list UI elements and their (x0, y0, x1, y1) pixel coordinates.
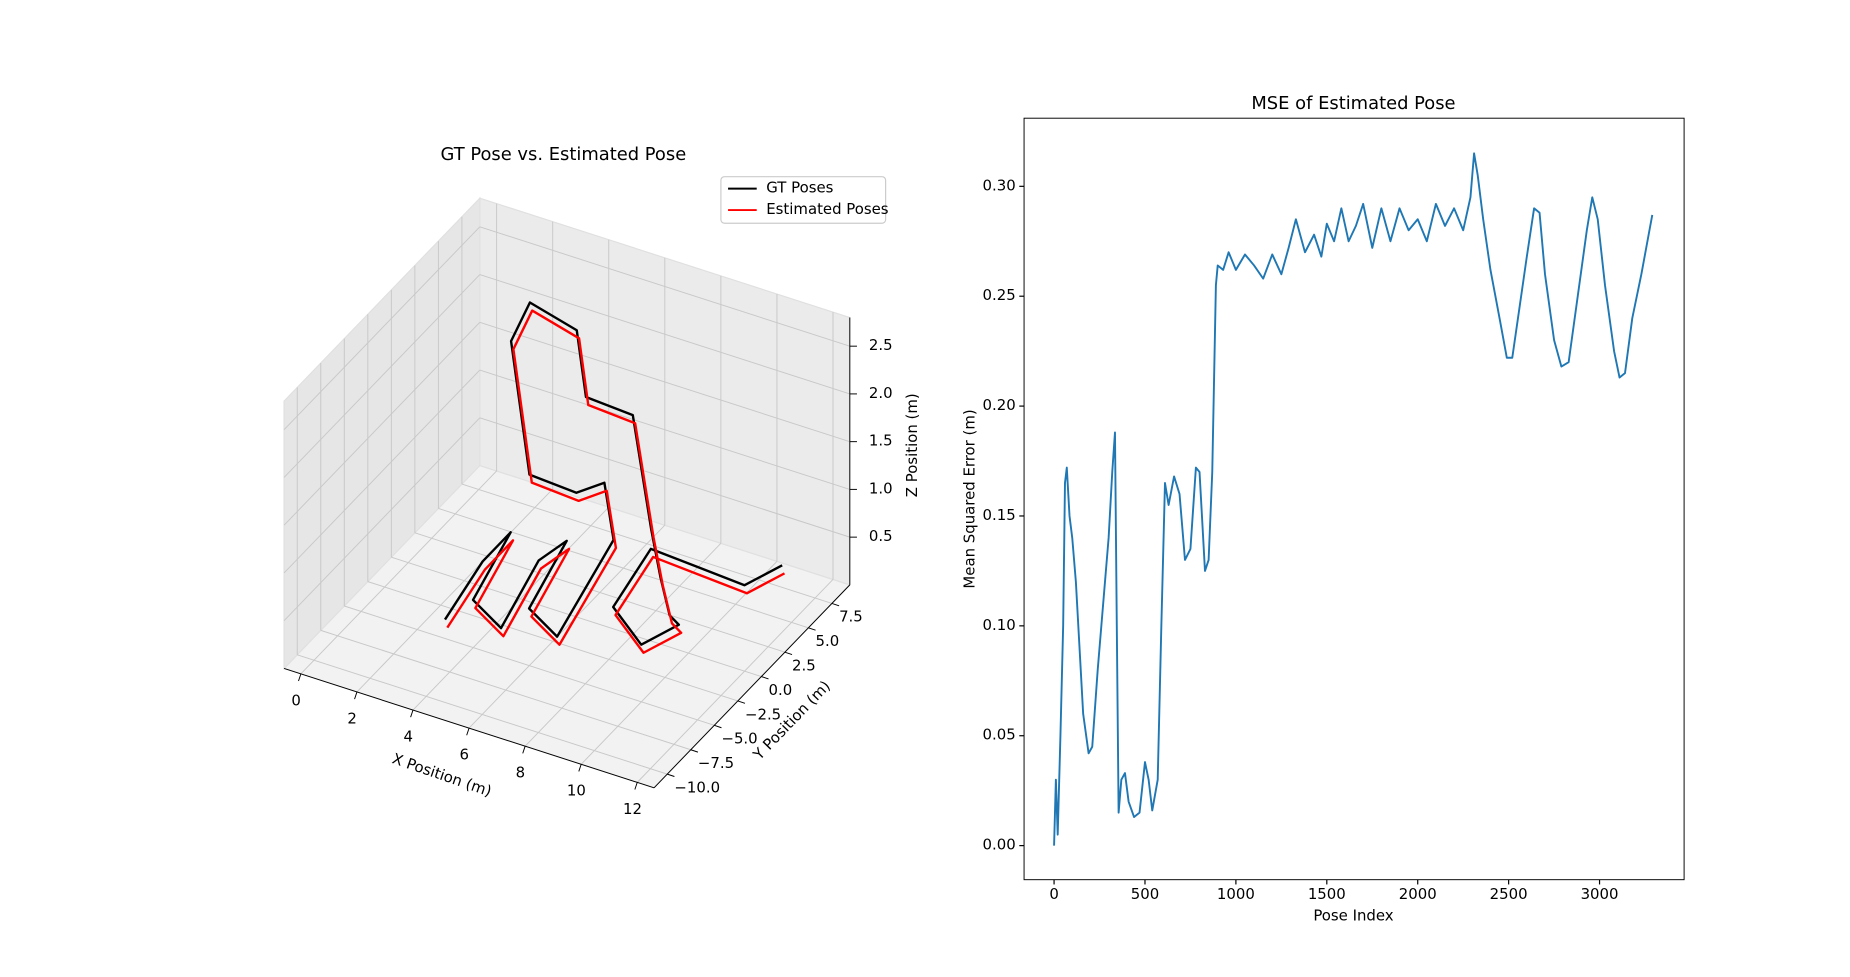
grid-line (636, 579, 834, 783)
x-tick-label: 2500 (1490, 885, 1528, 903)
z-tick-label: 2.5 (869, 336, 893, 354)
x-tick-label: 500 (1131, 885, 1159, 903)
x-tick-label: 1000 (1217, 885, 1255, 903)
tick-mark (784, 651, 793, 656)
x-tick-label: 0 (291, 691, 300, 709)
y-tick-label: 5.0 (816, 632, 840, 650)
plot-frame (1023, 117, 1685, 881)
grid-line (479, 274, 850, 395)
y-tick-label: −10.0 (674, 778, 720, 796)
chart-title: MSE of Estimated Pose (1251, 93, 1455, 114)
grid-line (479, 417, 850, 538)
grid-line (283, 226, 481, 431)
y-tick-label: 0.15 (983, 506, 1016, 524)
x-tick-label: 1500 (1308, 885, 1346, 903)
x-tick-label: 4 (403, 727, 412, 745)
y-tick-label: 0.00 (983, 836, 1016, 854)
z-axis-label: Z Position (m) (903, 393, 921, 497)
grid-line (479, 321, 850, 443)
y-axis-line (653, 584, 851, 789)
y-tick-label: 0.20 (983, 396, 1016, 414)
chart-title: GT Pose vs. Estimated Pose (440, 144, 686, 165)
grid-line (479, 369, 850, 490)
tick-mark (410, 709, 414, 718)
tick-mark (690, 749, 699, 753)
y-tick-label: 0.05 (983, 726, 1016, 744)
legend-label: Estimated Poses (766, 200, 889, 218)
grid-line (468, 524, 666, 729)
y-axis-label: Mean Squared Error (m) (960, 409, 978, 588)
x-tick-label: 12 (623, 800, 642, 818)
x-tick-label: 2000 (1399, 885, 1437, 903)
trajectory-line (446, 309, 786, 654)
grid-line (283, 321, 481, 526)
z-tick-label: 2.0 (869, 384, 893, 402)
x-tick-label: 2 (347, 709, 356, 727)
grid-line (300, 470, 497, 675)
y-tick-label: 0.30 (983, 176, 1016, 194)
tick-mark (634, 782, 638, 790)
grid-line (524, 542, 722, 747)
grid-line (438, 507, 809, 629)
legend-label: GT Poses (766, 179, 833, 197)
side-pane (283, 196, 481, 670)
x-axis-line (283, 667, 655, 789)
tick-mark (354, 691, 358, 700)
grid-line (580, 561, 778, 765)
grid-line (356, 488, 554, 693)
x-axis-label: X Position (m) (390, 749, 494, 800)
tick-mark (714, 724, 722, 729)
grid-line (283, 417, 481, 622)
tick-mark (466, 727, 470, 736)
z-tick-label: 1.5 (869, 432, 893, 450)
x-tick-label: 8 (516, 764, 525, 782)
grid-line (297, 654, 668, 775)
trajectory-line (443, 301, 783, 646)
y-tick-label: 7.5 (839, 608, 863, 626)
y-tick-label: −5.0 (721, 730, 757, 748)
grid-line (320, 629, 691, 751)
z-tick-label: 1.0 (869, 479, 893, 497)
grid-line (461, 483, 833, 604)
x-tick-label: 10 (567, 782, 586, 800)
x-axis-label: Pose Index (1313, 907, 1393, 925)
grid-line (367, 581, 738, 702)
tick-mark (667, 773, 675, 777)
y-tick-label: 0.0 (769, 681, 793, 699)
tick-mark (298, 673, 302, 682)
y-tick-label: −2.5 (745, 705, 781, 723)
x-tick-label: 3000 (1581, 885, 1619, 903)
x-tick-label: 6 (460, 746, 469, 764)
y-tick-label: 2.5 (792, 657, 816, 675)
z-tick-label: 0.5 (869, 527, 893, 545)
grid-line (283, 369, 481, 574)
grid-line (414, 532, 786, 653)
y-tick-label: 0.10 (983, 616, 1016, 634)
x-tick-label: 0 (1049, 885, 1058, 903)
y-tick-label: 0.25 (983, 286, 1016, 304)
y-tick-label: −7.5 (698, 754, 734, 772)
grid-line (344, 605, 715, 726)
tick-mark (522, 746, 526, 754)
mse-line (1053, 152, 1654, 846)
tick-mark (578, 764, 582, 772)
grid-line (283, 274, 481, 478)
tick-mark (761, 676, 769, 680)
tick-mark (808, 627, 816, 631)
grid-line (479, 226, 850, 347)
tick-mark (831, 602, 840, 607)
legend-box (720, 176, 887, 224)
tick-mark (737, 700, 746, 704)
